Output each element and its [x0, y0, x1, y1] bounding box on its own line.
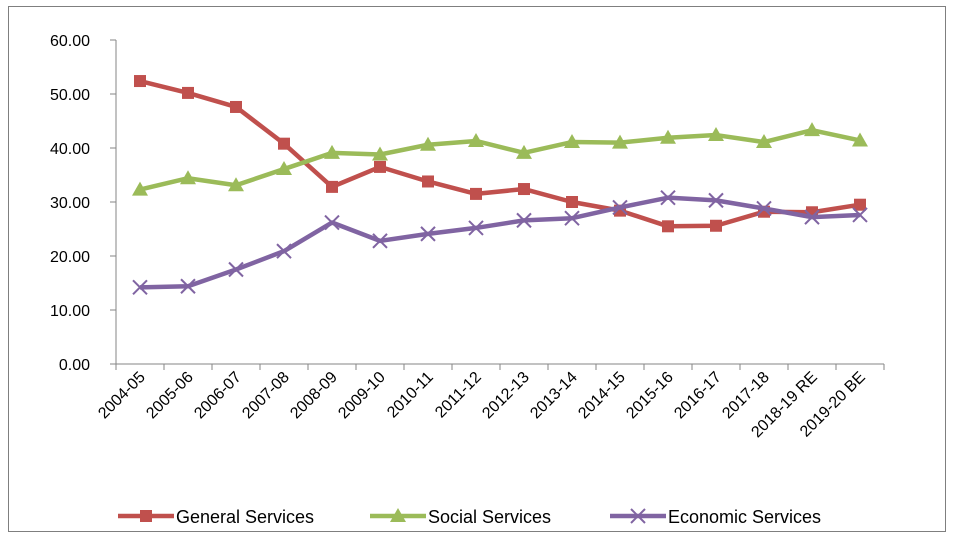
data-point: [180, 278, 196, 294]
data-point: [132, 279, 148, 296]
series-general-services: [134, 75, 866, 233]
data-point: [566, 196, 578, 208]
data-point: [276, 161, 292, 176]
data-point: [278, 137, 290, 150]
data-point: [132, 181, 148, 196]
x-tick-label: 2004-05: [95, 369, 149, 423]
data-point: [228, 177, 244, 192]
data-point: [708, 127, 724, 142]
data-point: [276, 243, 292, 259]
legend-label: Social Services: [428, 507, 551, 527]
y-tick-label: 10.00: [50, 303, 90, 320]
data-point: [660, 189, 676, 206]
data-point: [660, 129, 676, 144]
data-point: [372, 146, 388, 161]
data-point: [564, 210, 580, 226]
data-point: [854, 198, 866, 211]
data-point: [662, 220, 674, 233]
series-layer: [132, 75, 868, 296]
series-social-services: [132, 122, 868, 196]
data-point: [182, 86, 194, 99]
legend-marker: [140, 510, 152, 522]
series-line: [139, 195, 861, 290]
data-point: [180, 170, 196, 185]
data-point: [564, 134, 580, 149]
data-point: [708, 192, 724, 209]
data-point: [612, 134, 628, 149]
data-point: [516, 144, 532, 159]
chart-axes: 0.00 10.00 20.00 30.00 40.00 50.00 60.00 2004-0…: [50, 33, 885, 441]
data-point: [228, 261, 244, 278]
data-point: [420, 226, 436, 242]
data-point: [612, 199, 628, 216]
data-point: [470, 187, 482, 200]
data-point: [326, 180, 338, 193]
data-point: [372, 233, 388, 249]
legend-marker: [390, 508, 406, 522]
x-tick-label: 2014-15: [575, 369, 629, 423]
data-point: [324, 144, 340, 159]
data-point: [756, 134, 772, 149]
x-tick-label: 2009-10: [335, 369, 389, 423]
legend-marker: [630, 508, 646, 524]
x-tick-label: 2008-09: [287, 369, 341, 423]
y-tick-label: 0.00: [59, 357, 90, 374]
data-point: [804, 122, 820, 137]
x-tick-label: 2005-06: [143, 369, 197, 423]
x-tick-label: 2015-16: [623, 369, 677, 423]
legend-entry: Economic Services: [610, 507, 821, 527]
data-point: [518, 183, 530, 196]
data-point: [422, 175, 434, 188]
chart-frame: [8, 6, 946, 532]
y-tick-label: 50.00: [50, 87, 90, 104]
series-line: [139, 78, 861, 229]
data-point: [324, 214, 340, 231]
data-point: [134, 75, 146, 88]
data-point: [852, 132, 868, 147]
data-point: [230, 100, 242, 113]
x-tick-label: 2013-14: [527, 369, 581, 423]
x-tick-label: 2010-11: [384, 369, 437, 422]
data-point: [852, 207, 868, 223]
chart-legend: General Services Social Services Economic …: [118, 507, 821, 527]
data-point: [710, 219, 722, 232]
x-tick-label: 2007-08: [239, 369, 293, 423]
data-point: [374, 160, 386, 173]
data-point: [420, 136, 436, 151]
y-tick-label: 60.00: [50, 33, 90, 50]
x-tick-label: 2011-12: [432, 369, 485, 422]
legend-entry: General Services: [118, 507, 314, 527]
legend-label: Economic Services: [668, 507, 821, 527]
data-point: [804, 209, 820, 225]
data-point: [516, 212, 532, 229]
legend-label: General Services: [176, 507, 314, 527]
data-point: [468, 132, 484, 147]
x-tick-label: 2006-07: [191, 369, 245, 423]
series-economic-services: [132, 189, 868, 296]
series-line: [139, 127, 861, 192]
legend-entry: Social Services: [370, 507, 551, 527]
y-tick-label: 40.00: [50, 141, 90, 158]
y-tick-label: 20.00: [50, 249, 90, 266]
y-tick-label: 30.00: [50, 195, 90, 212]
data-point: [468, 220, 484, 236]
x-tick-label: 2012-13: [479, 369, 533, 423]
x-tick-label: 2016-17: [671, 369, 725, 423]
data-point: [756, 200, 772, 217]
